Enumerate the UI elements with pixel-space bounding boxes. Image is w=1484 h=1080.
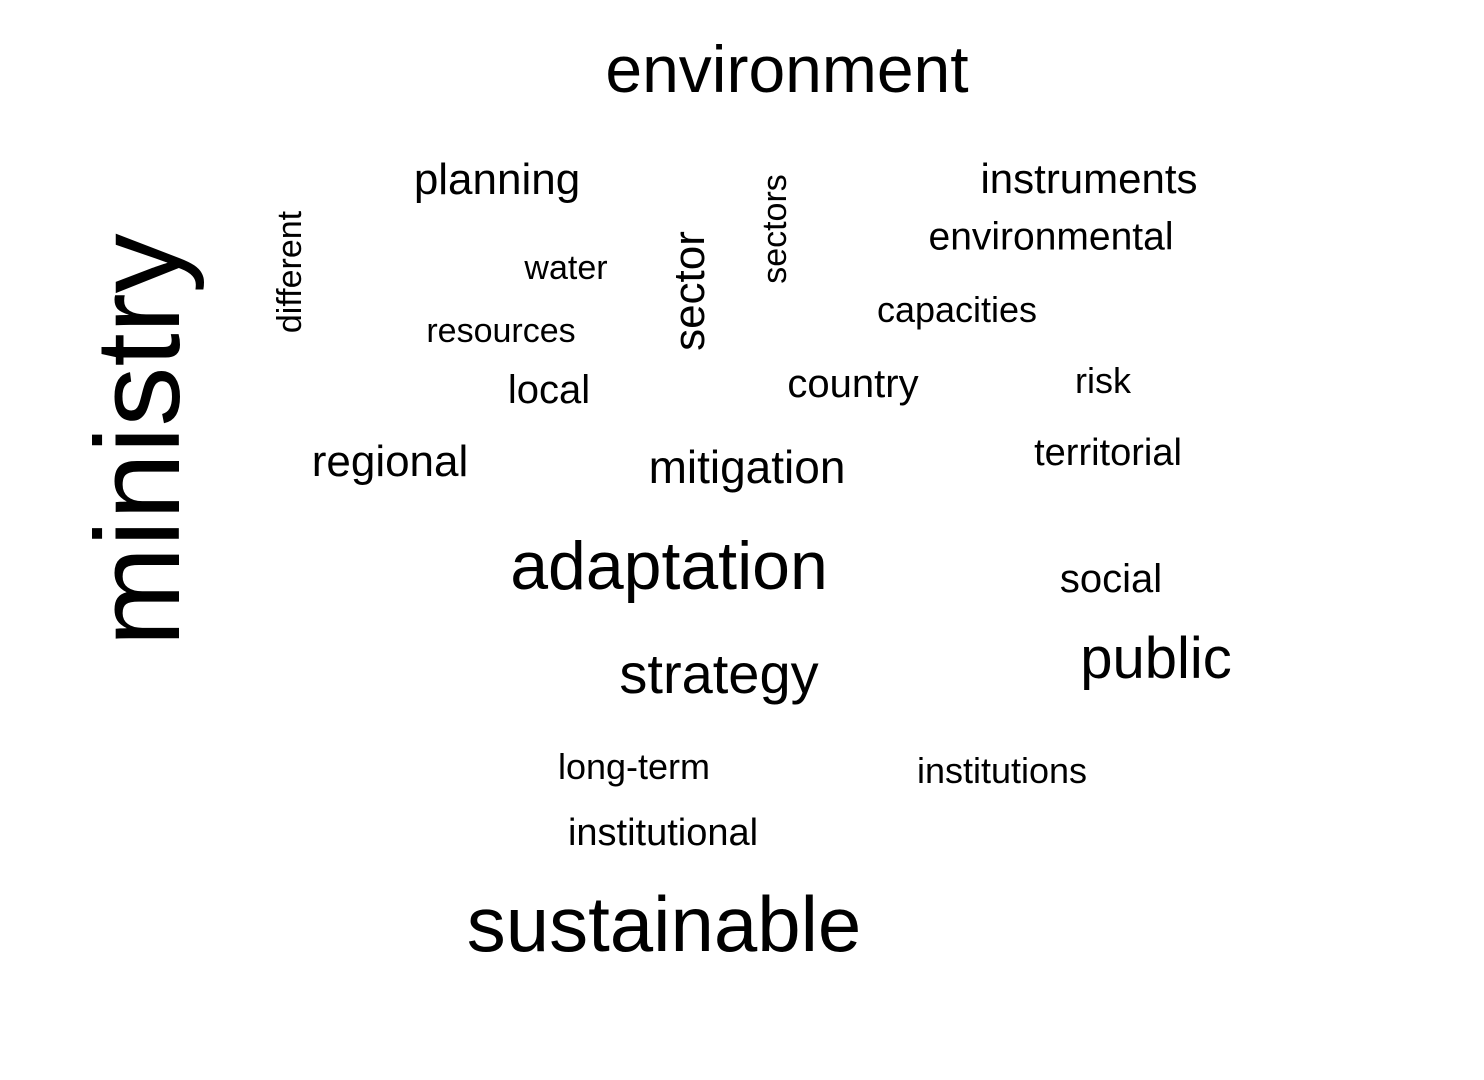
word-mitigation: mitigation [648, 441, 846, 493]
word-risk: risk [1075, 360, 1131, 401]
word-institutional: institutional [567, 812, 759, 854]
word-institutions: institutions [916, 750, 1088, 791]
word-strategy: strategy [619, 642, 819, 705]
word-instruments: instruments [980, 155, 1198, 202]
word-environment: environment [605, 32, 969, 106]
word-territorial: territorial [1034, 432, 1182, 474]
word-adaptation: adaptation [510, 528, 828, 604]
word-ministry: ministry [71, 233, 205, 647]
word-regional: regional [311, 437, 469, 486]
word-social: social [1059, 557, 1163, 601]
word-public: public [1080, 626, 1232, 691]
word-long-term: long-term [557, 746, 711, 787]
word-different: different [271, 210, 309, 334]
word-country: country [787, 362, 919, 406]
word-capacities: capacities [876, 289, 1038, 330]
word-sector: sector [665, 231, 714, 351]
word-water: water [524, 249, 608, 287]
word-planning: planning [413, 155, 581, 204]
word-sectors: sectors [756, 174, 794, 284]
word-resources: resources [426, 312, 576, 350]
word-environmental: environmental [928, 215, 1174, 259]
word-sustainable: sustainable [466, 880, 862, 968]
word-local: local [507, 368, 591, 412]
